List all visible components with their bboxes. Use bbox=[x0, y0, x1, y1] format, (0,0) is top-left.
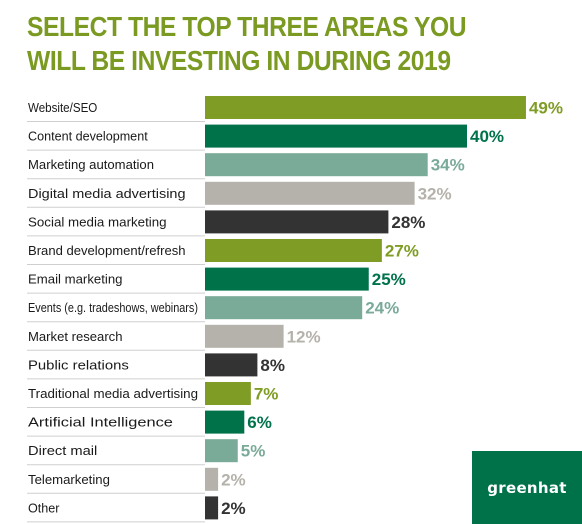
bar-11 bbox=[205, 410, 245, 434]
value-label: 24% bbox=[365, 299, 399, 318]
category-label: Social media marketing bbox=[28, 214, 167, 229]
category-label: Direct mail bbox=[28, 443, 97, 458]
value-label: 40% bbox=[470, 127, 504, 146]
category-label: Brand development/refresh bbox=[28, 243, 185, 258]
value-label: 2% bbox=[221, 499, 246, 518]
value-label: 5% bbox=[241, 442, 266, 461]
bar-8 bbox=[205, 324, 284, 348]
value-label: 32% bbox=[418, 184, 452, 203]
value-label: 6% bbox=[247, 413, 272, 432]
bar-1 bbox=[205, 124, 467, 148]
bars-group bbox=[205, 96, 526, 520]
category-label: Email marketing bbox=[28, 272, 123, 287]
bar-4 bbox=[205, 210, 389, 234]
greenhat-logo: greenhat bbox=[472, 451, 582, 524]
bar-3 bbox=[205, 181, 415, 205]
category-label: Artificial Intelligence bbox=[28, 415, 173, 430]
category-label: Content development bbox=[28, 129, 148, 144]
bar-6 bbox=[205, 267, 369, 291]
bar-14 bbox=[205, 496, 219, 520]
value-label: 7% bbox=[254, 385, 279, 404]
category-labels-group: Website/SEO Content development Marketing … bbox=[28, 100, 198, 515]
category-label: Other bbox=[28, 500, 60, 515]
category-label: Digital media advertising bbox=[28, 186, 186, 201]
bar-2 bbox=[205, 153, 428, 177]
value-label: 8% bbox=[260, 356, 285, 375]
category-label: Telemarketing bbox=[28, 472, 110, 487]
value-label: 25% bbox=[372, 270, 406, 289]
value-label: 2% bbox=[221, 470, 246, 489]
value-labels-group: 49% 40% 34% 32% 28% 27% 25% 24% 12%8% 7% 6% 5% 2% 2% bbox=[221, 99, 563, 518]
category-label: Marketing automation bbox=[28, 157, 154, 172]
value-label: 28% bbox=[391, 213, 425, 232]
value-label: 49% bbox=[529, 99, 563, 118]
bar-13 bbox=[205, 467, 219, 491]
bar-12 bbox=[205, 439, 238, 463]
logo-text: greenhat bbox=[487, 478, 567, 497]
chart-title: SELECT THE TOP THREE AREAS YOU WILL BE I… bbox=[27, 11, 467, 76]
value-label: 12% bbox=[287, 327, 321, 346]
category-label: Website/SEO bbox=[28, 100, 97, 115]
bar-5 bbox=[205, 239, 382, 262]
value-label: 27% bbox=[385, 242, 419, 261]
bar-9 bbox=[205, 353, 258, 377]
category-label: Traditional media advertising bbox=[28, 386, 198, 401]
row-dividers bbox=[27, 121, 205, 523]
category-label: Events (e.g. tradeshows, webinars) bbox=[28, 300, 198, 315]
category-label: Public relations bbox=[28, 357, 129, 372]
bar-10 bbox=[205, 382, 251, 405]
bar-7 bbox=[205, 296, 363, 320]
bar-0 bbox=[205, 96, 526, 119]
category-label: Market research bbox=[28, 329, 123, 344]
value-label: 34% bbox=[431, 156, 465, 175]
